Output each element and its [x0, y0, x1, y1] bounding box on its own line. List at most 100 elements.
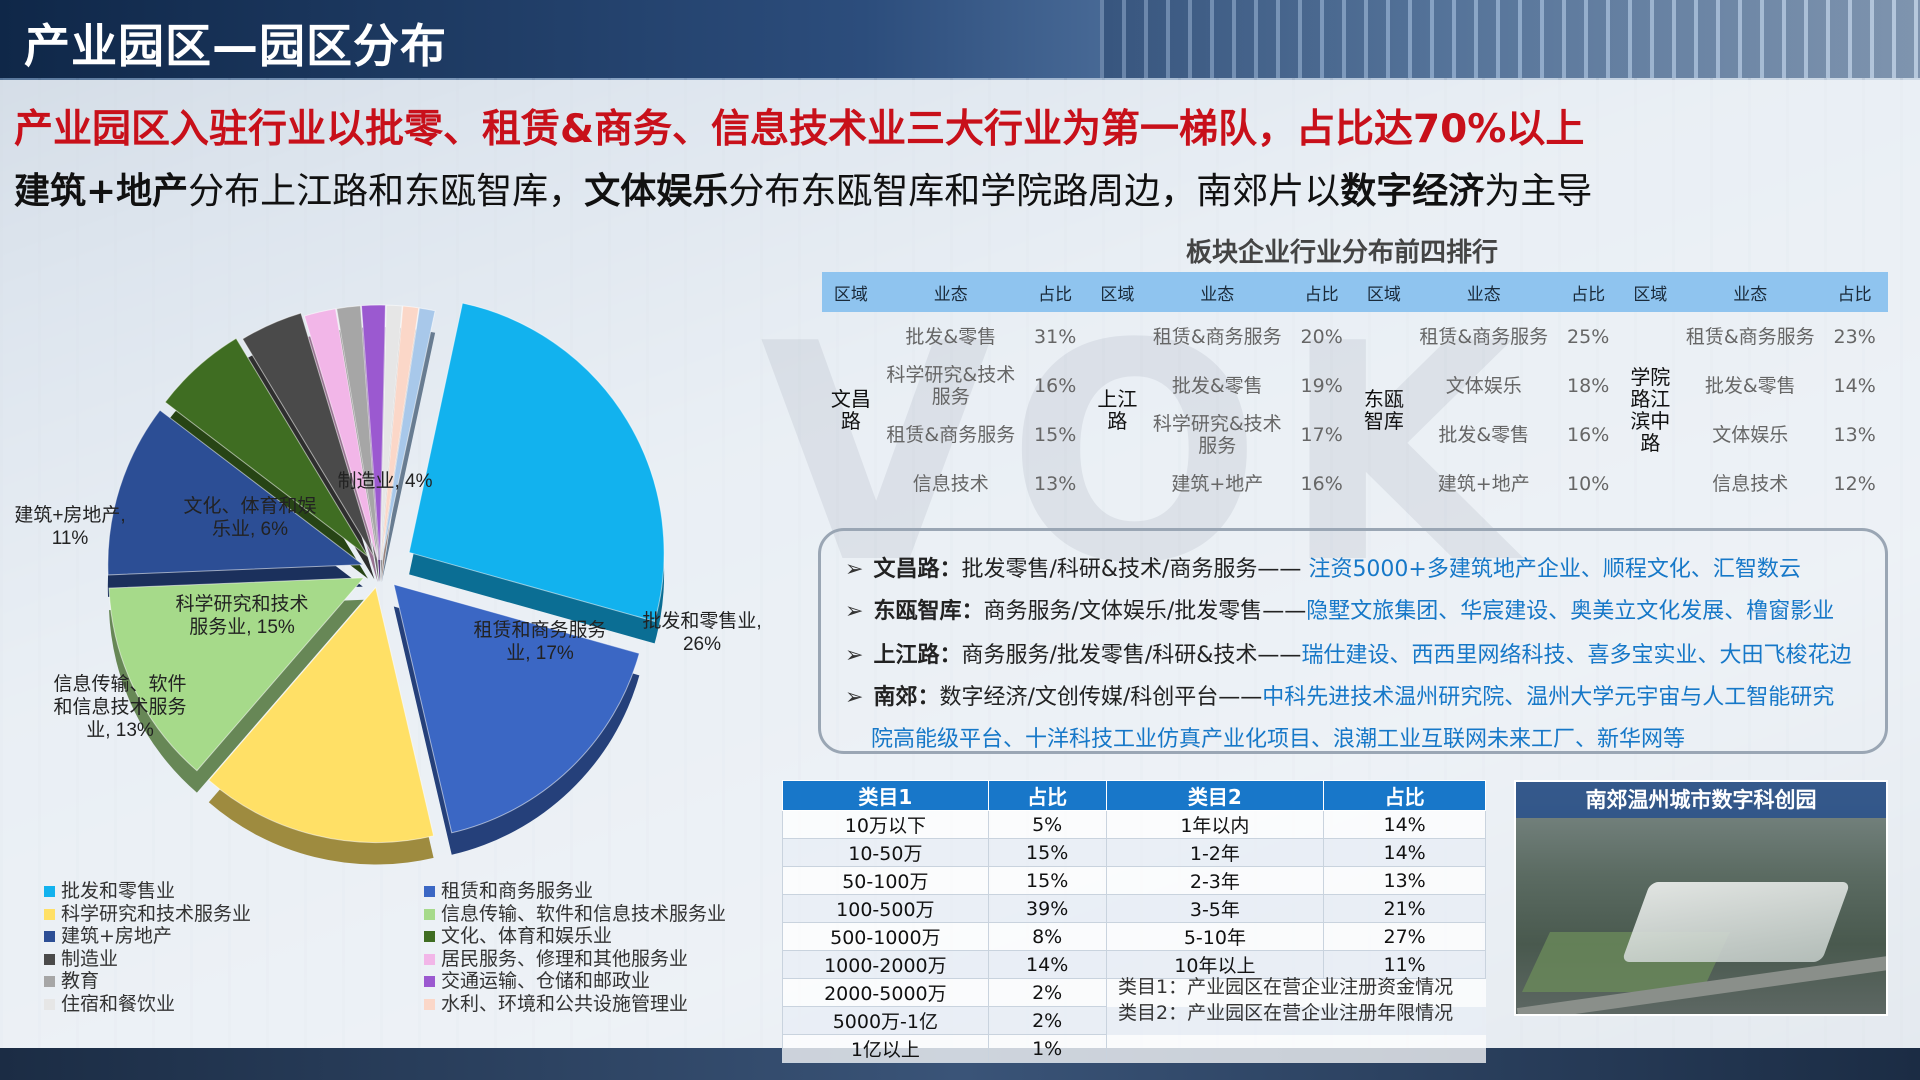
cap-row: 5000万-1亿 2%: [782, 1006, 1486, 1035]
photo-building: [1621, 882, 1851, 962]
cap-header-cell: 类目1: [782, 780, 989, 811]
photo-title: 南郊温州城市数字科创园: [1516, 782, 1886, 818]
legend-swatch: [424, 886, 435, 897]
legend-item: 批发和零售业: [44, 880, 175, 902]
rank-header-cell: 占比: [1288, 272, 1355, 312]
legend-item: 居民服务、修理和其他服务业: [424, 948, 688, 970]
cap-cell: 2000-5000万: [782, 978, 989, 1007]
cap-row: 50-100万 15% 2-3年 13%: [782, 866, 1486, 895]
cap-cell: 500-1000万: [782, 922, 989, 951]
rank-share: 13%: [1034, 472, 1077, 495]
district-note-2: ➢ 上江路：商务服务/批发零售/科研&技术——瑞仕建设、西西里网络科技、喜多宝实业…: [845, 637, 1851, 669]
rank-share: 15%: [1034, 423, 1077, 446]
pie-slice-8: [336, 305, 380, 561]
rank-area-3: 学院路江滨中路: [1630, 365, 1671, 455]
cap-cell: 27%: [1323, 922, 1486, 951]
cap-header-cell: 占比: [1323, 780, 1486, 811]
legend-item: 建筑+房地产: [44, 925, 172, 947]
note-district: 文昌路：: [873, 557, 962, 582]
pie-data-label-0: 批发和零售业, 26%: [642, 610, 761, 655]
pie-slice-11: [380, 305, 420, 561]
rank-row: 文昌路 批发&零售 31% 上江路 租赁&商务服务 20% 东瓯智库 租赁&商务服务 25% 学院…: [822, 312, 1888, 455]
rank-industry: 信息技术: [1712, 472, 1789, 495]
rank-area-1: 上江路: [1097, 387, 1138, 433]
note-district: 东瓯智库：: [873, 599, 984, 624]
headline: 产业园区入驻行业以批零、租赁&商务、信息技术业三大行业为第一梯队，占比达70%以…: [14, 107, 1585, 152]
legend-item: 信息传输、软件和信息技术服务业: [424, 903, 726, 925]
cap-row: 2000-5000万 2%: [782, 978, 1486, 1007]
subline-text-3: 为主导: [1484, 171, 1593, 212]
note-companies: 院高能级平台、十洋科技工业仿真产业化项目、浪潮工业互联网未来工厂、新华网等: [871, 727, 1686, 752]
rank-share: 12%: [1833, 472, 1876, 495]
rank-share: 16%: [1300, 472, 1343, 495]
pie-slice-0: [408, 302, 665, 622]
legend-label: 水利、环境和公共设施管理业: [441, 992, 689, 1015]
legend-swatch: [424, 931, 435, 942]
pie-slice-10: [380, 304, 403, 561]
legend-label: 居民服务、修理和其他服务业: [441, 947, 689, 970]
rank-row: 租赁&商务服务 15% 科学研究&技术服务 17% 批发&零售 16% 文体娱乐 13%: [822, 410, 1888, 459]
rank-share: 25%: [1567, 325, 1610, 348]
pie-data-label-1: 租赁和商务服务业, 17%: [473, 619, 606, 664]
rank-row: 信息技术 13% 建筑+地产 16% 建筑+地产 10% 信息技术 12%: [822, 459, 1888, 508]
rank-industry: 批发&零售: [1704, 374, 1796, 397]
rank-header-cell: 占比: [1554, 272, 1622, 312]
legend-swatch: [424, 953, 435, 965]
note-district: 南郊：: [873, 685, 940, 710]
rank-industry: 租赁&商务服务: [1685, 325, 1815, 348]
pie-slice-6: [241, 312, 375, 558]
legend-label: 信息传输、软件和信息技术服务业: [441, 902, 727, 925]
subline: 建筑+地产分布上江路和东瓯智库，文体娱乐分布东瓯智库和学院路周边，南郊片以数字经…: [14, 162, 1592, 214]
rank-header-cell: 业态: [1146, 272, 1289, 312]
cap-header-cell: 占比: [987, 780, 1107, 811]
cap-cell: 1%: [987, 1034, 1107, 1063]
rank-share: 13%: [1833, 423, 1876, 446]
district-notes: ➢ 文昌路：批发零售/科研&技术/商务服务—— 注资5000+多建筑地产企业、顺程…: [818, 528, 1888, 754]
legend-swatch: [424, 998, 435, 1010]
cap-cell: 1年以内: [1105, 810, 1325, 839]
cap-cell: 39%: [987, 894, 1107, 923]
pie-slice-5: [164, 337, 369, 558]
rank-industry: 租赁&商务服务: [886, 423, 1016, 446]
legend-label: 制造业: [61, 947, 119, 970]
note-companies: 隐墅文旅集团、华宸建设、奥美立文化发展、橹窗影业: [1306, 599, 1835, 624]
rank-industry: 信息技术: [912, 472, 989, 495]
cap-cell: 2%: [987, 1006, 1107, 1035]
note-industries: 商务服务/批发零售/科研&技术——: [961, 643, 1302, 668]
rank-share: 20%: [1300, 325, 1343, 348]
legend-label: 交通运输、仓储和邮政业: [441, 970, 651, 992]
legend-label: 教育: [61, 970, 100, 992]
subline-text-1: 分布上江路和东瓯智库，: [188, 171, 585, 212]
legend-item: 文化、体育和娱乐业: [424, 925, 612, 947]
capital-age-table: 类目1 占比 类目2 占比 10万以下 5% 1年以内 14% 10-50万 15% 1-2年 14%…: [782, 780, 1486, 1063]
subline-text-2: 分布东瓯智库和学院路周边，南郊片以: [728, 171, 1341, 212]
legend-swatch: [424, 976, 435, 987]
legend-label: 租赁和商务服务业: [441, 880, 594, 902]
cap-row: 10万以下 5% 1年以内 14%: [782, 810, 1486, 839]
cap-cell: 100-500万: [782, 894, 989, 923]
subline-bold-3: 数字经济: [1340, 171, 1485, 212]
rank-share: 16%: [1034, 374, 1077, 397]
rank-header-cell: 业态: [1412, 272, 1555, 312]
cap-row: 10-50万 15% 1-2年 14%: [782, 838, 1486, 867]
cap-cell: 1-2年: [1105, 838, 1325, 867]
rank-industry: 科学研究&技术服务: [886, 363, 1016, 408]
cap-cell: 10年以上: [1105, 950, 1325, 979]
rank-share: 31%: [1034, 325, 1077, 348]
rank-header-cell: 区域: [1621, 272, 1680, 312]
cap-cell: 2%: [987, 978, 1107, 1007]
rank-header-cell: 业态: [879, 272, 1022, 312]
cap-cell: 5%: [987, 810, 1107, 839]
rank-area-2: 东瓯智库: [1363, 387, 1404, 433]
cap-cell: 11%: [1323, 950, 1486, 979]
legend-item: 交通运输、仓储和邮政业: [424, 970, 650, 992]
rank-header-cell: 占比: [1821, 272, 1888, 312]
note-arrow-icon: ➢: [845, 557, 864, 582]
cap-cell: 5-10年: [1105, 922, 1325, 951]
watermark: VOK: [760, 280, 1535, 629]
note-arrow-icon: ➢: [845, 643, 864, 668]
legend-item: 制造业: [44, 948, 118, 970]
cap-row: 100-500万 39% 3-5年 21%: [782, 894, 1486, 923]
rank-table-title: 板块企业行业分布前四排行: [1186, 238, 1499, 268]
note-arrow-icon: ➢: [845, 685, 864, 710]
